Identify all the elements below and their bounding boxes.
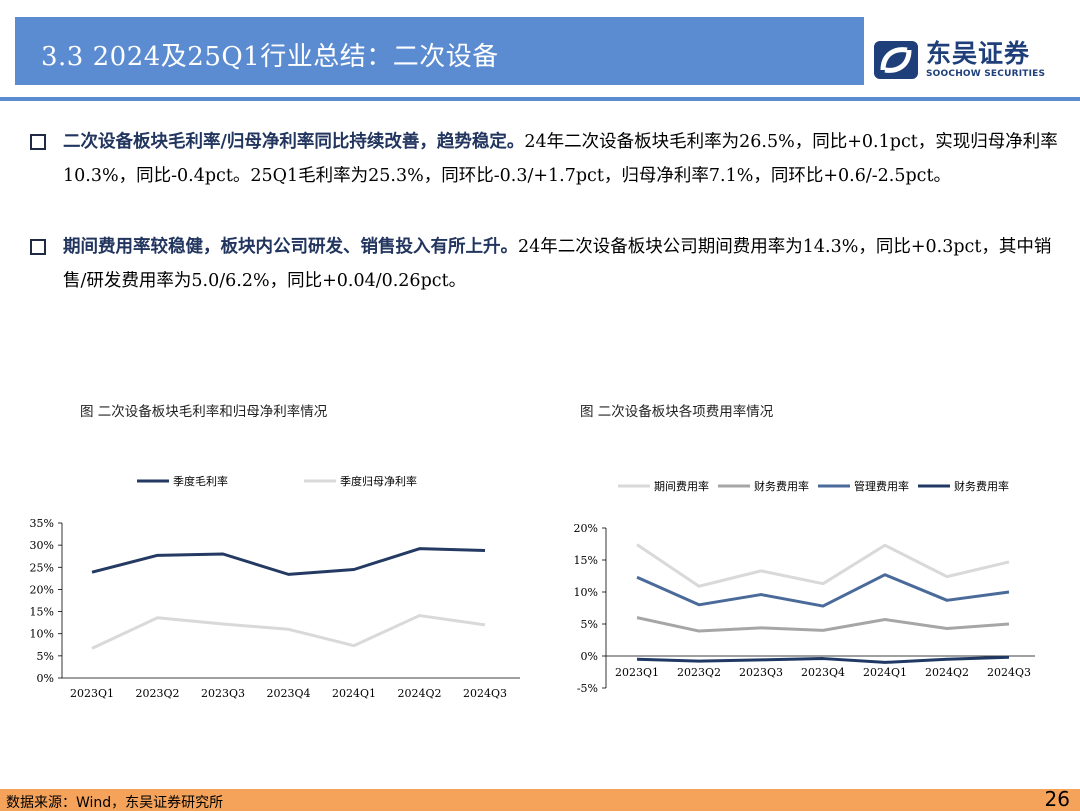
series-line-4 bbox=[636, 655, 1010, 664]
title-bar: 3.3 2024及25Q1行业总结：二次设备 bbox=[15, 17, 864, 85]
legend-label: 管理费用率 bbox=[854, 479, 909, 493]
y-tick-label: -5% bbox=[577, 682, 598, 695]
margin-chart: 35% 30% 25% 20% 15% 10% 5% 0% 2023Q1 2023Q2 2023Q3… bbox=[30, 474, 520, 700]
y-tick-label: 15% bbox=[30, 606, 54, 619]
y-tick-label: 5% bbox=[37, 650, 54, 663]
legend-label: 季度毛利率 bbox=[173, 474, 228, 488]
y-tick-label: 35% bbox=[30, 517, 54, 530]
x-tick-label: 2024Q1 bbox=[332, 687, 376, 700]
logo-text-cn: 东吴证券 bbox=[926, 39, 1031, 68]
bullet-2-body: 24年二次设备板块公司期间费用率为14.3%，同比+0.3pct，其中销售/研发… bbox=[63, 237, 1052, 291]
x-tick-label: 2024Q3 bbox=[987, 666, 1031, 679]
logo-mark-icon bbox=[874, 41, 918, 79]
y-tick-label: 0% bbox=[37, 672, 54, 685]
expense-ratio-chart: 20% 15% 10% 5% 0% -5% 2023Q1 2023Q2 2023Q3 2023Q4… bbox=[574, 479, 1035, 695]
x-tick-label: 2024Q2 bbox=[397, 687, 441, 700]
chart-2-caption: 图 二次设备板块各项费用率情况 bbox=[580, 404, 774, 420]
x-tick-label: 2023Q2 bbox=[677, 666, 721, 679]
x-tick-label: 2023Q1 bbox=[615, 666, 659, 679]
y-tick-label: 5% bbox=[581, 618, 598, 631]
x-tick-label: 2024Q2 bbox=[925, 666, 969, 679]
bullet-1: 二次设备板块毛利率/归母净利率同比持续改善，趋势稳定。24年二次设备板块毛利率为… bbox=[30, 125, 1060, 193]
page-number: 26 bbox=[1044, 787, 1070, 811]
legend-label: 财务费用率 bbox=[954, 479, 1009, 493]
bullet-1-body: 24年二次设备板块毛利率为26.5%，同比+0.1pct，实现归母净利率10.3… bbox=[63, 132, 1058, 186]
y-tick-label: 25% bbox=[30, 561, 54, 574]
data-source: 数据来源：Wind，东吴证券研究所 bbox=[6, 795, 224, 811]
page-title: 3.3 2024及25Q1行业总结：二次设备 bbox=[41, 42, 499, 72]
series-line-2 bbox=[636, 616, 1010, 633]
header-divider bbox=[0, 97, 1080, 101]
legend-label: 财务费用率 bbox=[754, 479, 809, 493]
y-tick-label: 10% bbox=[30, 628, 54, 641]
series-line-1 bbox=[636, 543, 1010, 588]
chart-1-caption: 图 二次设备板块毛利率和归母净利率情况 bbox=[80, 404, 328, 420]
bullet-2-text: 期间费用率较稳健，板块内公司研发、销售投入有所上升。24年二次设备板块公司期间费… bbox=[63, 230, 1060, 298]
brand-logo: 东吴证券 SOOCHOW SECURITIES bbox=[873, 36, 1053, 86]
square-bullet-icon bbox=[30, 134, 46, 150]
y-tick-label: 20% bbox=[574, 522, 598, 535]
series-line-1 bbox=[91, 547, 486, 576]
legend-label: 期间费用率 bbox=[654, 479, 709, 493]
y-tick-label: 0% bbox=[581, 650, 598, 663]
logo-text-en: SOOCHOW SECURITIES bbox=[926, 69, 1046, 79]
y-tick-label: 15% bbox=[574, 554, 598, 567]
bullet-2-highlight: 期间费用率较稳健，板块内公司研发、销售投入有所上升。 bbox=[63, 237, 518, 257]
x-tick-label: 2023Q4 bbox=[801, 666, 845, 679]
x-tick-label: 2023Q3 bbox=[739, 666, 783, 679]
y-tick-label: 20% bbox=[30, 583, 54, 596]
x-tick-label: 2024Q3 bbox=[463, 687, 507, 700]
x-tick-label: 2023Q1 bbox=[70, 687, 114, 700]
x-tick-label: 2024Q1 bbox=[863, 666, 907, 679]
legend-label: 季度归母净利率 bbox=[340, 474, 417, 488]
y-tick-label: 10% bbox=[574, 586, 598, 599]
bullet-2: 期间费用率较稳健，板块内公司研发、销售投入有所上升。24年二次设备板块公司期间费… bbox=[30, 230, 1060, 298]
y-tick-label: 30% bbox=[30, 539, 54, 552]
bullet-1-highlight: 二次设备板块毛利率/归母净利率同比持续改善，趋势稳定。 bbox=[63, 132, 525, 152]
series-line-2 bbox=[91, 614, 486, 650]
x-tick-label: 2023Q4 bbox=[266, 687, 310, 700]
x-tick-label: 2023Q2 bbox=[135, 687, 179, 700]
x-tick-label: 2023Q3 bbox=[201, 687, 245, 700]
bullet-1-text: 二次设备板块毛利率/归母净利率同比持续改善，趋势稳定。24年二次设备板块毛利率为… bbox=[63, 125, 1060, 193]
square-bullet-icon bbox=[30, 239, 46, 255]
series-line-3 bbox=[636, 573, 1010, 608]
footer-bar bbox=[0, 789, 1080, 811]
